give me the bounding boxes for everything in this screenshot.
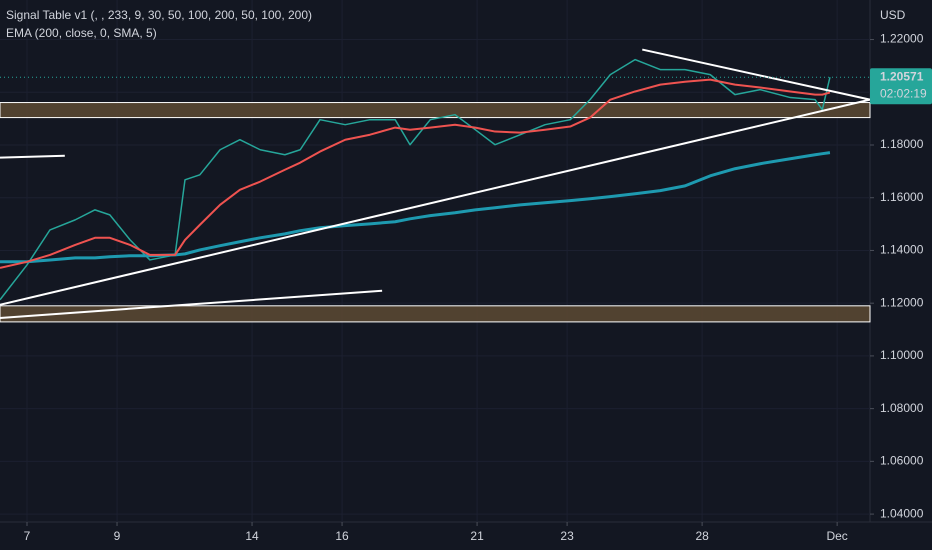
- trend-line: [642, 48, 871, 101]
- x-tick-label: 21: [470, 529, 484, 543]
- series-line: [0, 151, 831, 264]
- trend-line: [0, 289, 383, 319]
- trend-line: [0, 154, 65, 159]
- x-tick-label: 23: [560, 529, 574, 543]
- x-tick-label: Dec: [826, 529, 847, 543]
- last-price-label: 1.20571: [880, 69, 924, 83]
- last-price-tag: [870, 68, 932, 105]
- y-tick-label: 1.14000: [880, 243, 924, 257]
- x-tick-label: 9: [114, 529, 121, 543]
- y-tick-label: 1.16000: [880, 190, 924, 204]
- trend-line: [0, 98, 871, 306]
- x-tick-label: 28: [695, 529, 709, 543]
- zone: [0, 305, 871, 323]
- y-tick-label: 1.10000: [880, 348, 924, 362]
- x-tick-label: 16: [335, 529, 349, 543]
- y-tick-label: 1.18000: [880, 137, 924, 151]
- y-tick-label: 1.22000: [880, 32, 924, 46]
- y-tick-label: 1.12000: [880, 295, 924, 309]
- countdown-label: 02:02:19: [880, 86, 927, 100]
- y-tick-label: 1.04000: [880, 506, 924, 520]
- series-line: [0, 78, 831, 269]
- legend: Signal Table v1 (, , 233, 9, 30, 50, 100…: [6, 8, 312, 40]
- y-tick-label: 1.08000: [880, 401, 924, 415]
- indicator-label: EMA (200, close, 0, SMA, 5): [6, 26, 157, 40]
- indicator-label: Signal Table v1 (, , 233, 9, 30, 50, 100…: [6, 8, 312, 22]
- y-tick-label: 1.06000: [880, 454, 924, 468]
- zone: [0, 102, 871, 119]
- x-tick-label: 7: [24, 529, 31, 543]
- axis-label: USD: [880, 8, 906, 22]
- plot-area: [0, 0, 871, 522]
- x-tick-label: 14: [245, 529, 259, 543]
